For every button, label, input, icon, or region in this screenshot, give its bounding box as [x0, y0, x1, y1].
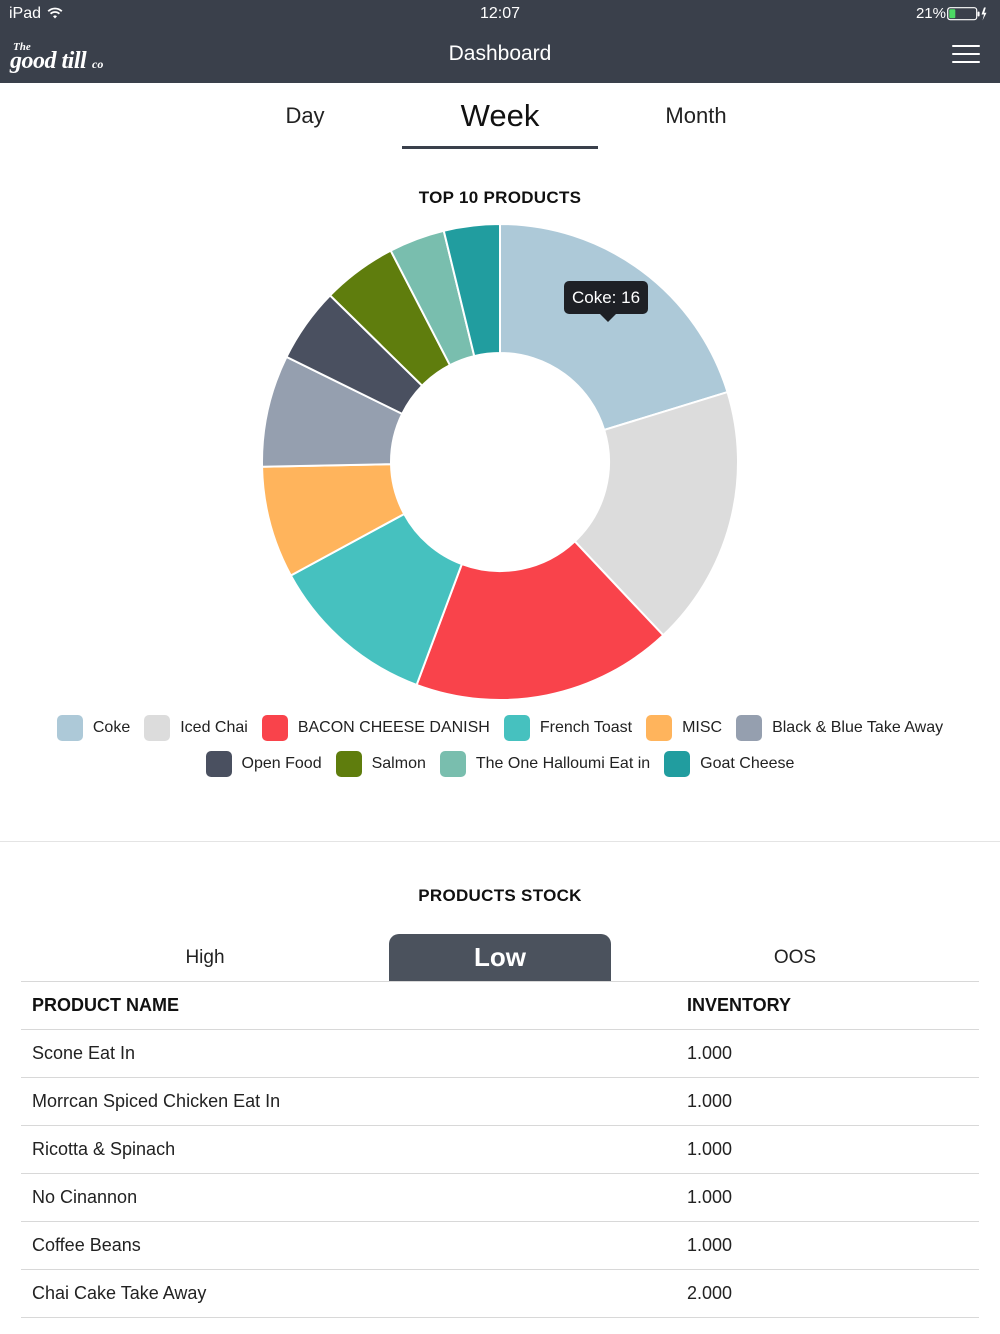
column-header-product-name: PRODUCT NAME: [32, 995, 179, 1015]
inventory-cell: 1.000: [687, 1043, 733, 1063]
logo-main-text: good till: [10, 48, 87, 74]
stock-tab-oos[interactable]: OOS: [773, 946, 817, 968]
tab-day[interactable]: Day: [285, 103, 325, 128]
stock-tab-low[interactable]: Low: [389, 934, 611, 981]
legend-item[interactable]: Iced Chai: [144, 715, 248, 741]
battery-percentage: 21%: [915, 5, 946, 22]
top-bar: iPad 12:07 21% The good till co Dashboar…: [0, 0, 1000, 83]
section-divider: [0, 841, 1000, 842]
chart-tooltip: Coke: 16: [564, 281, 649, 322]
legend-swatch: [56, 715, 83, 741]
legend-item[interactable]: MISC: [646, 715, 722, 741]
table-row[interactable]: No Cinannon 1.000: [21, 1174, 979, 1222]
tab-month[interactable]: Month: [665, 103, 727, 128]
table-row[interactable]: Chai Cake Take Away 2.000: [21, 1270, 979, 1318]
inventory-cell: 2.000: [687, 1283, 733, 1303]
donut-slice-iced-chai[interactable]: [573, 390, 739, 637]
legend-label: Open Food: [241, 755, 322, 772]
products-stock-title: PRODUCTS STOCK: [418, 886, 582, 905]
table-row[interactable]: Coffee Beans 1.000: [21, 1222, 979, 1270]
product-name-cell: Chai Cake Take Away: [32, 1283, 207, 1303]
legend-label: Goat Cheese: [700, 755, 795, 772]
legend-item[interactable]: Goat Cheese: [664, 751, 794, 777]
table-row[interactable]: Scone Eat In 1.000: [21, 1030, 979, 1078]
legend-swatch: [439, 751, 466, 777]
legend-label: Black & Blue Take Away: [772, 719, 944, 736]
inventory-cell: 1.000: [687, 1187, 733, 1207]
logo-co-text: co: [92, 57, 104, 71]
product-name-cell: Morrcan Spiced Chicken Eat In: [32, 1091, 281, 1111]
legend-swatch: [736, 715, 763, 741]
legend-label: BACON CHEESE DANISH: [297, 719, 490, 736]
column-header-inventory: INVENTORY: [687, 995, 792, 1015]
product-name-cell: Coffee Beans: [32, 1235, 141, 1255]
legend-swatch: [205, 751, 232, 777]
legend-item[interactable]: Salmon: [335, 751, 426, 777]
page-title: Dashboard: [448, 42, 552, 65]
legend-swatch: [664, 751, 691, 777]
legend-swatch: [503, 715, 530, 741]
legend-swatch: [646, 715, 673, 741]
tab-week[interactable]: Week: [402, 83, 598, 149]
legend-item[interactable]: French Toast: [503, 715, 633, 741]
legend-item[interactable]: Black & Blue Take Away: [736, 715, 943, 741]
stock-tab-high[interactable]: High: [185, 946, 225, 968]
hamburger-menu-icon[interactable]: [952, 45, 980, 65]
legend-label: Coke: [92, 719, 131, 736]
table-row[interactable]: Ricotta & Spinach 1.000: [21, 1126, 979, 1174]
chart-legend-row-2: Open Food Salmon The One Halloumi Eat in Go…: [0, 751, 1000, 777]
inventory-cell: 1.000: [687, 1139, 733, 1159]
legend-label: MISC: [682, 719, 723, 736]
legend-label: Salmon: [371, 755, 426, 772]
donut-slice-bacon-cheese-danish[interactable]: [415, 539, 665, 701]
legend-item[interactable]: Coke: [56, 715, 131, 741]
legend-label: The One Halloumi Eat in: [475, 755, 651, 772]
stock-tabs-underline: [21, 981, 979, 982]
chart-legend-row-1: Coke Iced Chai BACON CHEESE DANISH French T…: [0, 715, 1000, 741]
product-name-cell: Ricotta & Spinach: [32, 1139, 176, 1159]
legend-item[interactable]: The One Halloumi Eat in: [439, 751, 651, 777]
inventory-cell: 1.000: [687, 1235, 733, 1255]
status-time: 12:07: [479, 5, 521, 22]
donut-slice-goat-cheese[interactable]: [442, 222, 501, 358]
product-name-cell: No Cinannon: [32, 1187, 138, 1207]
product-name-cell: Scone Eat In: [32, 1043, 136, 1063]
legend-swatch: [261, 715, 288, 741]
wifi-icon: [47, 7, 63, 19]
legend-label: Iced Chai: [180, 719, 248, 736]
top-products-title: TOP 10 PRODUCTS: [418, 188, 582, 207]
top-products-donut-chart: [261, 222, 739, 701]
battery-icon: [947, 7, 987, 21]
logo-the-text: The: [13, 41, 31, 53]
legend-swatch: [144, 715, 171, 741]
status-device-name: iPad: [9, 5, 42, 22]
legend-label: French Toast: [539, 719, 633, 736]
legend-item[interactable]: BACON CHEESE DANISH: [261, 715, 490, 741]
inventory-cell: 1.000: [687, 1091, 733, 1111]
donut-slice-french-toast[interactable]: [289, 512, 464, 687]
good-till-logo: The good till co: [10, 41, 130, 77]
legend-item[interactable]: Open Food: [205, 751, 322, 777]
donut-slice-coke[interactable]: [499, 222, 729, 432]
stock-table-header: PRODUCT NAME INVENTORY: [21, 982, 979, 1030]
table-row[interactable]: Morrcan Spiced Chicken Eat In 1.000: [21, 1078, 979, 1126]
legend-swatch: [335, 751, 362, 777]
